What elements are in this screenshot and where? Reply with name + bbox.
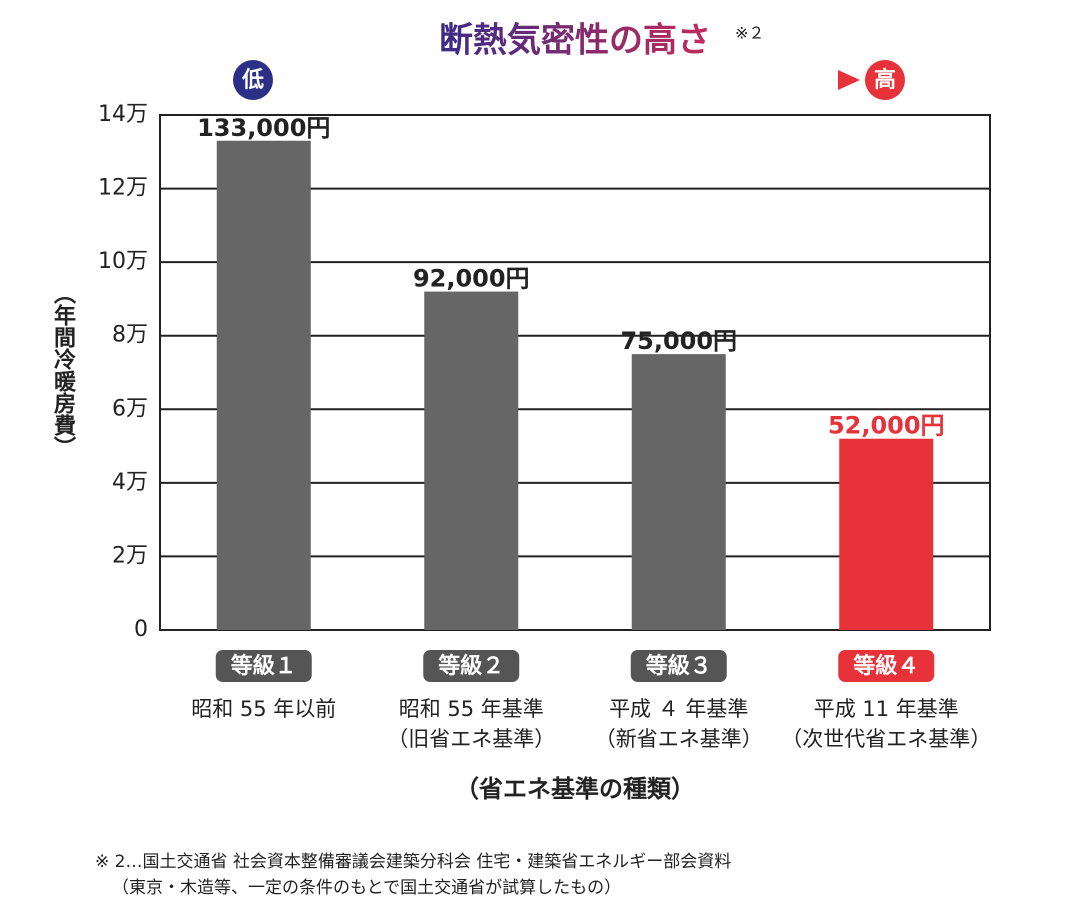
- x-tick-label: 等級３: [646, 653, 712, 679]
- y-tick-label: 8万: [112, 323, 148, 348]
- bar: [216, 140, 311, 630]
- category-description: （新省エネ基準）: [595, 727, 763, 751]
- y-tick-label: 10万: [98, 249, 148, 274]
- chart-title: 断熱気密性の高さ: [439, 21, 711, 61]
- y-tick-label: 14万: [98, 102, 148, 127]
- value-label: 52,000円: [828, 412, 945, 440]
- footnote: （東京・木造等、一定の条件のもとで国土交通省が試算したもの）: [112, 878, 621, 898]
- value-label: 92,000円: [413, 265, 530, 293]
- x-tick-label: 等級１: [231, 653, 297, 679]
- x-tick-label: 等級２: [438, 653, 504, 679]
- low-circle: [233, 60, 273, 100]
- y-tick-label: 12万: [98, 176, 148, 201]
- footnote: ※ 2…国土交通省 社会資本整備審議会建築分科会 住宅・建築省エネルギー部会資料: [95, 852, 731, 872]
- y-tick-label: 4万: [112, 470, 148, 495]
- y-tick-label: 6万: [112, 396, 148, 421]
- bar: [839, 438, 934, 630]
- category-badge: [423, 650, 520, 682]
- value-label: 133,000円: [197, 114, 330, 142]
- title-note: ※２: [735, 24, 764, 43]
- y-tick-label: 2万: [112, 543, 148, 568]
- x-tick-label: 等級４: [853, 653, 919, 679]
- category-description: 平成 ４ 年基準: [609, 697, 748, 721]
- y-axis-label: （年間冷暖房費）: [50, 282, 76, 458]
- high-circle: [865, 60, 905, 100]
- bar: [424, 291, 519, 630]
- arrow-head: [838, 70, 860, 90]
- scale-low: 低: [241, 68, 264, 93]
- x-axis-label: （省エネ基準の種類）: [455, 775, 695, 803]
- category-description: 昭和 55 年以前: [191, 697, 336, 721]
- bar: [631, 354, 726, 630]
- category-description: （旧省エネ基準）: [387, 727, 555, 751]
- y-tick-label: 0: [134, 617, 148, 642]
- scale-high: 高: [874, 67, 896, 93]
- category-badge: [630, 650, 727, 682]
- category-badge: [838, 650, 935, 682]
- category-description: 平成 11 年基準: [814, 697, 959, 721]
- category-description: 昭和 55 年基準: [399, 697, 544, 721]
- category-badge: [215, 650, 312, 682]
- value-label: 75,000円: [620, 327, 737, 355]
- category-description: （次世代省エネ基準）: [781, 727, 991, 751]
